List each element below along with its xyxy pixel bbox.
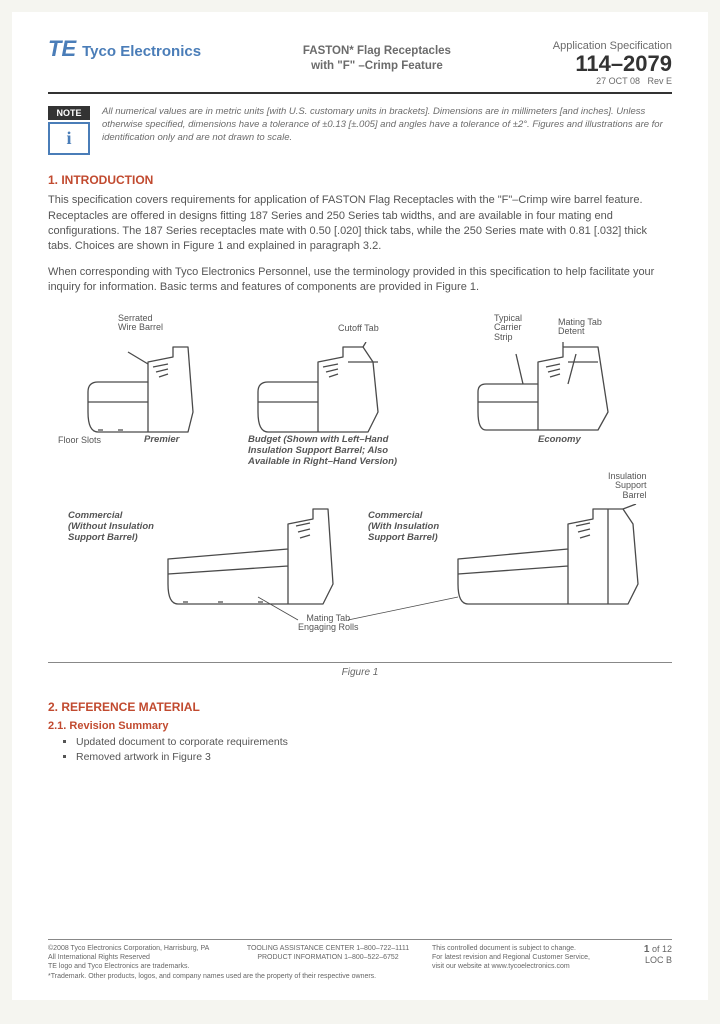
intro-p1: This specification covers requirements f…: [48, 193, 672, 255]
spec-date: 27 OCT 08: [596, 76, 640, 86]
receptacle-premier: [78, 342, 218, 442]
revision-list: Updated document to corporate requiremen…: [76, 736, 672, 763]
callout-carrier: Typical Carrier Strip: [494, 314, 522, 344]
footer-trademark: *Trademark. Other products, logos, and c…: [48, 973, 672, 980]
label-premier: Premier: [144, 434, 179, 445]
list-item: Removed artwork in Figure 3: [76, 751, 672, 763]
page-container: TE Tyco Electronics FASTON* Flag Recepta…: [12, 12, 708, 1000]
spec-rev: Rev E: [647, 76, 672, 86]
logo-text: Tyco Electronics: [82, 43, 201, 60]
info-icon: i: [48, 122, 90, 155]
figure-1: Serrated Wire Barrel Cutoff Tab Typical …: [48, 314, 672, 654]
footer-copyright: ©2008 Tyco Electronics Corporation, Harr…: [48, 944, 224, 971]
title-line1: FASTON* Flag Receptacles: [303, 45, 451, 57]
label-budget: Budget (Shown with Left–Hand Insulation …: [248, 434, 397, 468]
spec-block: Application Specification 114–2079 27 OC…: [553, 40, 672, 86]
footer-tooling: TOOLING ASSISTANCE CENTER 1–800–722–1111…: [240, 944, 416, 971]
footer-change: This controlled document is subject to c…: [432, 944, 608, 971]
label-commercial-yes: Commercial (With Insulation Support Barr…: [368, 510, 439, 544]
page-number: 1 of 12 LOC B: [624, 944, 672, 971]
spec-number: 114–2079: [553, 52, 672, 76]
page-total: of 12: [652, 944, 672, 954]
note-label: NOTE: [48, 106, 90, 120]
receptacle-budget: [248, 342, 398, 442]
logo-block: TE Tyco Electronics: [48, 40, 201, 62]
section-2-1-head: 2.1. Revision Summary: [48, 720, 672, 732]
product-title: FASTON* Flag Receptacles with "F" –Crimp…: [201, 44, 553, 74]
header: TE Tyco Electronics FASTON* Flag Recepta…: [48, 40, 672, 94]
callout-insulation: Insulation Support Barrel: [608, 472, 647, 502]
callout-mating-detent: Mating Tab Detent: [558, 318, 602, 338]
loc-code: LOC B: [645, 955, 672, 965]
label-commercial-no: Commercial (Without Insulation Support B…: [68, 510, 154, 544]
section-1-head: 1. INTRODUCTION: [48, 173, 672, 187]
callout-floor: Floor Slots: [58, 436, 101, 446]
section-2-head: 2. REFERENCE MATERIAL: [48, 700, 672, 714]
page-current: 1: [644, 944, 650, 955]
intro-p2: When corresponding with Tyco Electronics…: [48, 265, 672, 296]
label-economy: Economy: [538, 434, 581, 445]
footer: ©2008 Tyco Electronics Corporation, Harr…: [48, 939, 672, 980]
te-logo-mark: TE: [48, 38, 76, 60]
list-item: Updated document to corporate requiremen…: [76, 736, 672, 748]
date-rev: 27 OCT 08 Rev E: [553, 76, 672, 86]
note-box: NOTE i All numerical values are in metri…: [48, 106, 672, 155]
callout-cutoff: Cutoff Tab: [338, 324, 379, 334]
figure-caption: Figure 1: [48, 663, 672, 690]
note-text: All numerical values are in metric units…: [102, 106, 672, 144]
callout-serrated: Serrated Wire Barrel: [118, 314, 163, 334]
title-line2: with "F" –Crimp Feature: [311, 60, 443, 72]
note-badge: NOTE i: [48, 106, 90, 155]
leader-lines: [228, 594, 488, 634]
receptacle-economy: [468, 342, 628, 442]
